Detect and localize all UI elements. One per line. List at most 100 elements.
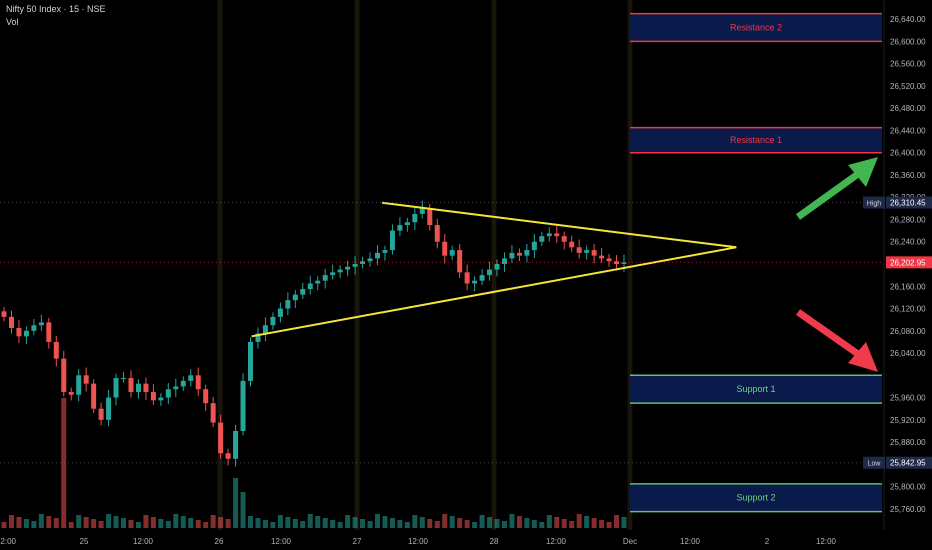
volume-bar: [487, 517, 493, 528]
candle-body: [599, 255, 605, 259]
x-tick-label: 12:00: [271, 537, 292, 546]
y-tick-label: 25,760.00: [890, 505, 926, 514]
volume-bar: [531, 520, 537, 528]
candle-body: [277, 308, 283, 317]
volume-bar: [389, 518, 395, 528]
volume-bar: [1, 522, 7, 528]
tag-value: 25,842.95: [890, 459, 926, 468]
volume-bar: [449, 516, 455, 528]
volume-bar: [464, 520, 470, 528]
volume-bar: [300, 521, 306, 528]
volume-bar: [68, 522, 74, 528]
candle-body: [150, 392, 156, 401]
candle-body: [584, 250, 590, 253]
volume-bar: [472, 522, 478, 528]
candle-body: [285, 300, 291, 309]
tag-label: Low: [868, 461, 882, 468]
y-tick-label: 25,960.00: [890, 394, 926, 403]
volume-bar: [135, 522, 141, 528]
candle-body: [68, 392, 74, 395]
volume-bar: [91, 519, 97, 528]
session-separators: [217, 0, 633, 530]
candle-body: [128, 378, 134, 392]
volume-bar: [53, 518, 59, 528]
chart-symbol[interactable]: Nifty 50 Index · 15 · NSE: [6, 4, 106, 14]
volume-bar: [150, 517, 156, 528]
y-tick-label: 25,880.00: [890, 438, 926, 447]
volume-legend[interactable]: Vol: [6, 17, 19, 27]
volume-bar: [307, 514, 313, 528]
volume-bar: [106, 514, 112, 528]
volume-bar: [128, 520, 134, 528]
volume-bar: [270, 522, 276, 528]
direction-arrows: [795, 157, 878, 372]
zone-resistance: [630, 127, 882, 153]
candle-body: [225, 453, 231, 459]
x-tick-label: 12:00: [0, 537, 17, 546]
volume-bar: [188, 518, 194, 528]
candle-body: [501, 258, 507, 264]
y-tick-label: 26,240.00: [890, 238, 926, 247]
arrow-down-head: [848, 342, 878, 372]
candle-body: [374, 252, 380, 259]
candle-body: [569, 241, 575, 248]
volume-bar: [569, 521, 575, 528]
volume-bar: [576, 514, 582, 528]
tag-value-box: [886, 196, 932, 209]
candle-body: [83, 375, 89, 384]
sr-zones: Resistance 2 Resistance 1 Support 1 Support…: [630, 12, 882, 513]
y-tick-label: 26,560.00: [890, 60, 926, 69]
candle-body: [539, 236, 545, 242]
candle-body: [31, 325, 37, 331]
x-tick-label: 28: [490, 537, 499, 546]
volume-bar: [277, 515, 283, 528]
x-tick-label: 26: [215, 537, 224, 546]
volume-bar: [46, 516, 52, 528]
candle-body: [188, 375, 194, 381]
y-tick-label: 26,040.00: [890, 349, 926, 358]
volume-bar: [539, 522, 545, 528]
volume-bar: [165, 521, 171, 528]
volume-bar: [345, 515, 351, 528]
volume-bar: [427, 519, 433, 528]
x-tick-label: 12:00: [680, 537, 701, 546]
y-tick-label: 26,360.00: [890, 171, 926, 180]
y-tick-label: 25,800.00: [890, 483, 926, 492]
volume-bar: [98, 521, 104, 528]
candle-body: [472, 280, 478, 284]
candle-body: [300, 289, 306, 295]
volume-bar: [412, 515, 418, 528]
volume-bar: [599, 520, 605, 528]
candle-body: [345, 266, 351, 270]
candle-body: [46, 322, 52, 342]
candle-body: [23, 330, 29, 337]
volume-bar: [285, 517, 291, 528]
y-tick-label: 26,520.00: [890, 82, 926, 91]
volume-bar: [143, 515, 149, 528]
candle-body: [427, 208, 433, 226]
y-tick-label: 26,080.00: [890, 327, 926, 336]
arrow-up-shaft: [795, 171, 861, 220]
candle-body: [464, 272, 470, 284]
y-tick-label: 26,480.00: [890, 104, 926, 113]
volume-bar: [524, 518, 530, 528]
volume-bar: [614, 515, 620, 528]
candle-body: [367, 258, 373, 262]
candle-body: [210, 403, 216, 423]
volume-bar: [83, 517, 89, 528]
volume-bar: [248, 516, 254, 528]
volume-bar: [225, 519, 231, 528]
tag-label: High: [867, 201, 882, 208]
volume-bar: [374, 514, 380, 528]
candle-body: [494, 264, 500, 270]
candle-body: [576, 247, 582, 253]
candle-body: [457, 250, 463, 273]
zone-label: Support 1: [736, 384, 775, 394]
candle-body: [479, 275, 485, 281]
candle-body: [434, 225, 440, 242]
candle-body: [404, 222, 410, 226]
candle-body: [106, 397, 112, 420]
candle-body: [516, 252, 522, 256]
volume-bar: [606, 522, 612, 528]
